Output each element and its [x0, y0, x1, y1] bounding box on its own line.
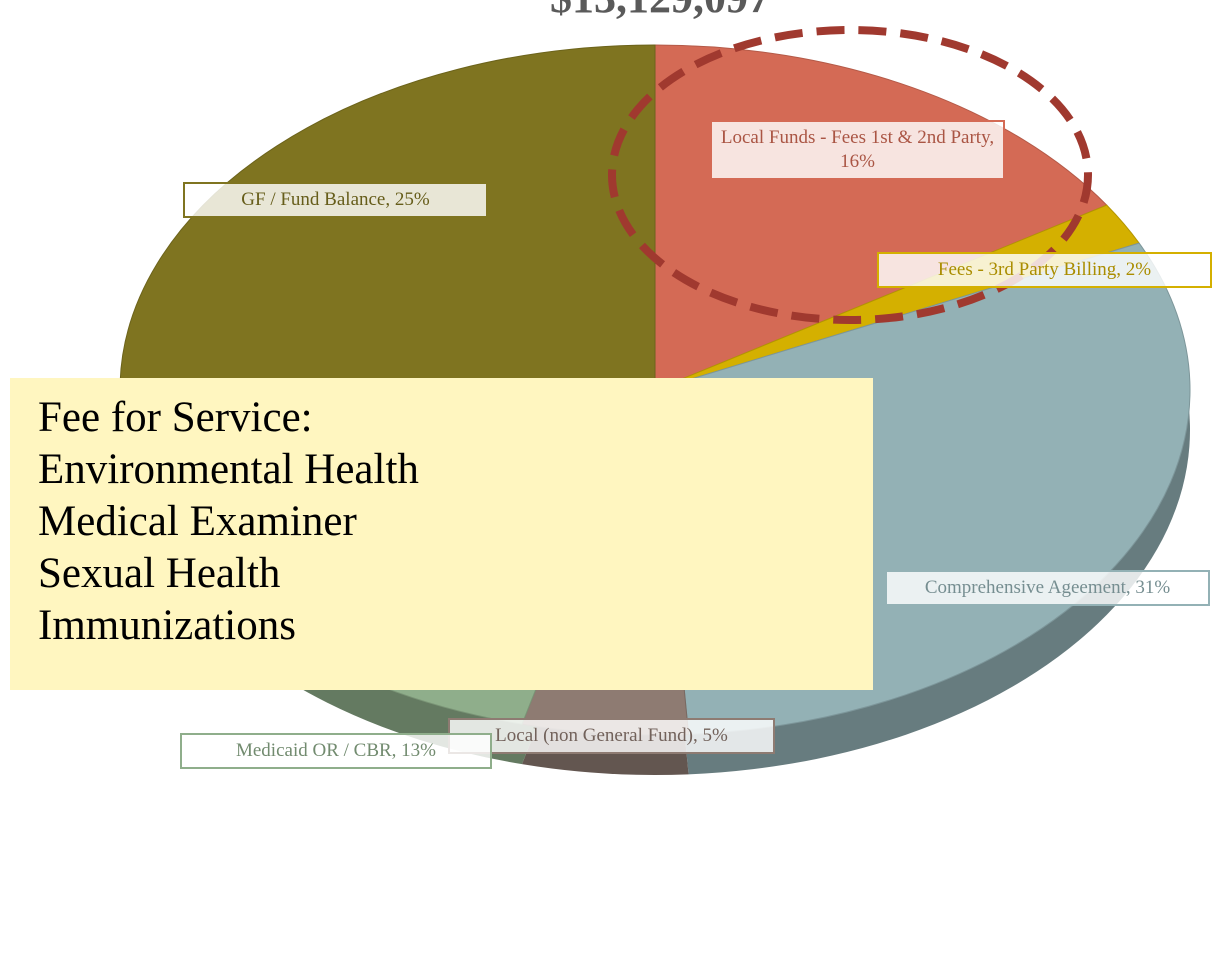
highlight-ellipse — [608, 26, 1092, 324]
data-label: GF / Fund Balance, 25% — [183, 182, 488, 218]
annotation-line: Sexual Health — [38, 550, 281, 597]
annotation-line: Medical Examiner — [38, 498, 357, 545]
data-label: Local Funds - Fees 1st & 2nd Party, 16% — [710, 120, 1005, 180]
data-label: Medicaid OR / CBR, 13% — [180, 733, 492, 769]
chart-title: $13,129,097 — [0, 0, 1212, 23]
annotation-line: Environmental Health — [38, 446, 419, 493]
data-label: Comprehensive Ageement, 31% — [885, 570, 1210, 606]
data-label: Local (non General Fund), 5% — [448, 718, 775, 754]
annotation-line: Fee for Service: — [38, 394, 313, 441]
annotation-box: Fee for Service: Environmental Health Medi… — [10, 378, 873, 690]
data-label: Fees - 3rd Party Billing, 2% — [877, 252, 1212, 288]
annotation-line: Immunizations — [38, 602, 296, 649]
